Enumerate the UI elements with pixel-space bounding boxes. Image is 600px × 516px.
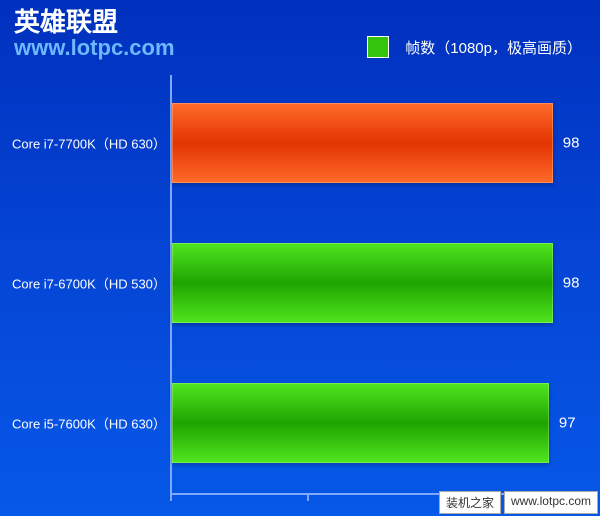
bar-row: Core i7-6700K（HD 530）98	[172, 243, 553, 323]
bar-label: Core i7-6700K（HD 530）	[12, 274, 167, 293]
legend: 帧数（1080p，极高画质）	[367, 36, 582, 58]
bar-row: Core i5-7600K（HD 630）97	[172, 383, 549, 463]
bar-value: 98	[563, 275, 580, 292]
bar-value: 97	[559, 415, 576, 432]
footer-tag-url: www.lotpc.com	[504, 491, 598, 514]
axis-tick	[170, 493, 172, 501]
bar	[172, 243, 553, 323]
bar	[172, 103, 553, 183]
page-title: 英雄联盟	[14, 8, 586, 37]
legend-swatch	[367, 36, 389, 58]
axis-tick	[307, 493, 309, 501]
bar-chart: Core i7-7700K（HD 630）98 Core i7-6700K（HD …	[170, 75, 580, 495]
footer-tag-site-name: 装机之家	[439, 491, 501, 514]
legend-label: 帧数（1080p，极高画质）	[405, 37, 582, 58]
bar-row: Core i7-7700K（HD 630）98	[172, 103, 553, 183]
bar-label: Core i7-7700K（HD 630）	[12, 134, 167, 153]
bar	[172, 383, 549, 463]
bar-label: Core i5-7600K（HD 630）	[12, 414, 167, 433]
bar-value: 98	[563, 135, 580, 152]
footer-tags: 装机之家 www.lotpc.com	[439, 491, 598, 514]
